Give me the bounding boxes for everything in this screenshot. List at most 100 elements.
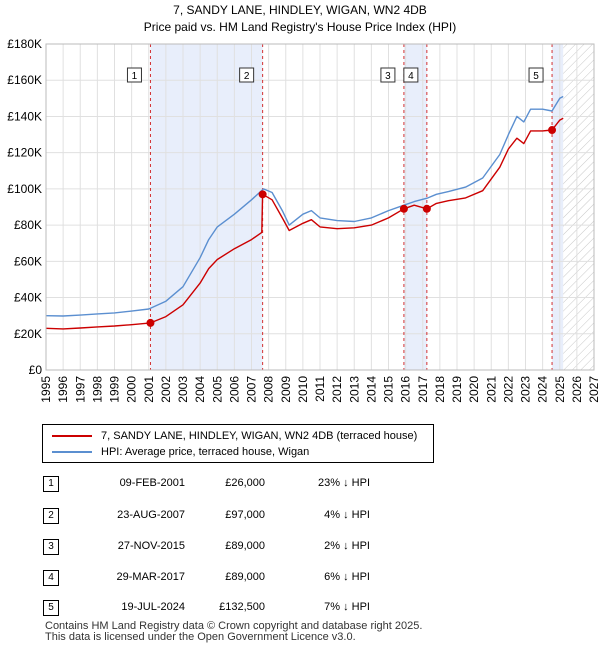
y-tick-label: £80K	[14, 218, 42, 232]
sale-label-box	[126, 67, 142, 83]
chart-title: 7, SANDY LANE, HINDLEY, WIGAN, WN2 4DB	[173, 3, 427, 17]
x-tick-label: 2011	[313, 376, 327, 402]
x-tick-label: 2015	[382, 376, 396, 403]
x-tick-label: 2012	[330, 376, 344, 403]
sale-price: £132,500	[219, 601, 265, 613]
series-line	[45, 95, 564, 317]
x-tick-label: 1998	[90, 376, 104, 403]
y-tick-label: £140K	[7, 109, 42, 123]
sale-period-shade	[150, 44, 263, 370]
sale-label-number: 5	[533, 71, 539, 82]
sale-date: 29-MAR-2017	[116, 571, 185, 583]
sale-number: 3	[43, 539, 59, 555]
sale-row: 4 29-MAR-2017 £89,000 6% ↓ HPI	[0, 569, 600, 589]
sale-hpi-diff: 2% ↓ HPI	[324, 540, 370, 552]
sale-row: 5 19-JUL-2024 £132,500 7% ↓ HPI	[0, 599, 600, 619]
x-tick-label: 2019	[450, 376, 464, 403]
sale-number: 1	[43, 476, 59, 492]
sale-number: 2	[43, 508, 59, 524]
y-tick-label: £100K	[7, 182, 42, 196]
sale-price: £26,000	[225, 477, 265, 489]
x-tick-label: 2014	[364, 376, 378, 403]
x-tick-label: 2000	[125, 376, 139, 403]
sale-label-number: 3	[385, 71, 391, 82]
sale-price: £97,000	[225, 509, 265, 521]
sale-label-number: 1	[132, 71, 138, 82]
sale-label-box	[403, 67, 419, 83]
y-tick-label: £0	[29, 363, 43, 377]
x-tick-label: 2022	[501, 376, 515, 403]
sale-label-number: 2	[244, 71, 250, 82]
sale-price: £89,000	[225, 540, 265, 552]
y-tick-label: £120K	[7, 146, 42, 160]
x-tick-label: 2021	[484, 376, 498, 403]
footer: Contains HM Land Registry data © Crown c…	[45, 621, 422, 643]
sale-hpi-diff: 6% ↓ HPI	[324, 571, 370, 583]
sale-point	[422, 204, 431, 213]
sale-point	[548, 126, 557, 135]
y-tick-label: £60K	[14, 254, 42, 268]
sale-point	[146, 318, 155, 327]
x-tick-label: 2003	[176, 376, 190, 403]
x-tick-label: 2017	[416, 376, 430, 403]
sale-label-number: 4	[408, 71, 414, 82]
x-tick-label: 2008	[262, 376, 276, 403]
x-tick-label: 2018	[433, 376, 447, 403]
sale-row: 2 23-AUG-2007 £97,000 4% ↓ HPI	[0, 507, 600, 527]
x-tick-label: 1997	[73, 376, 87, 403]
sale-hpi-diff: 4% ↓ HPI	[324, 509, 370, 521]
y-tick-label: £180K	[7, 37, 42, 51]
legend-label-hpi: HPI: Average price, terraced house, Wiga…	[101, 446, 310, 458]
sale-price: £89,000	[225, 571, 265, 583]
sale-number: 4	[43, 570, 59, 586]
x-tick-label: 1999	[108, 376, 122, 403]
sale-period-shade	[403, 44, 427, 370]
x-tick-label: 2020	[467, 376, 481, 403]
x-tick-label: 2024	[536, 376, 550, 403]
y-tick-label: £160K	[7, 73, 42, 87]
x-tick-label: 1996	[56, 376, 70, 403]
x-tick-label: 2025	[553, 376, 567, 403]
x-tick-label: 1995	[39, 376, 53, 403]
x-tick-label: 2009	[279, 376, 293, 403]
sale-row: 1 09-FEB-2001 £26,000 23% ↓ HPI	[0, 475, 600, 495]
sale-number: 5	[43, 600, 59, 616]
sale-label-box	[528, 67, 544, 83]
legend: 7, SANDY LANE, HINDLEY, WIGAN, WN2 4DB (…	[42, 424, 434, 463]
footer-copyright: Contains HM Land Registry data © Crown c…	[45, 620, 423, 632]
chart-subtitle: Price paid vs. HM Land Registry's House …	[144, 20, 456, 34]
sale-row: 3 27-NOV-2015 £89,000 2% ↓ HPI	[0, 538, 600, 558]
legend-item-property: 7, SANDY LANE, HINDLEY, WIGAN, WN2 4DB (…	[43, 428, 417, 444]
legend-swatch-red	[52, 435, 92, 437]
x-tick-label: 2010	[296, 376, 310, 403]
x-tick-label: 2005	[210, 376, 224, 403]
footer-licence: This data is licensed under the Open Gov…	[45, 631, 356, 643]
x-tick-label: 2013	[347, 376, 361, 403]
legend-item-hpi: HPI: Average price, terraced house, Wiga…	[43, 444, 309, 460]
sale-hpi-diff: 7% ↓ HPI	[324, 601, 370, 613]
x-tick-label: 2004	[193, 376, 207, 403]
series-line	[45, 117, 564, 330]
sale-date: 27-NOV-2015	[117, 540, 185, 552]
x-tick-label: 2016	[399, 376, 413, 403]
sale-hpi-diff: 23% ↓ HPI	[318, 477, 370, 489]
sale-date: 09-FEB-2001	[119, 477, 185, 489]
x-tick-label: 2001	[142, 376, 156, 403]
sale-point	[258, 190, 267, 199]
x-tick-label: 2007	[245, 376, 259, 403]
x-tick-label: 2006	[227, 376, 241, 403]
sale-period-shade	[552, 44, 564, 370]
sale-point	[399, 204, 408, 213]
sale-date: 23-AUG-2007	[117, 509, 185, 521]
plot-frame	[45, 43, 595, 371]
price-chart: 7, SANDY LANE, HINDLEY, WIGAN, WN2 4DB P…	[7, 3, 600, 403]
y-tick-label: £20K	[14, 327, 42, 341]
x-tick-label: 2026	[570, 376, 584, 403]
legend-label-property: 7, SANDY LANE, HINDLEY, WIGAN, WN2 4DB (…	[101, 430, 418, 442]
sale-date: 19-JUL-2024	[121, 601, 185, 613]
x-tick-label: 2023	[519, 376, 533, 403]
sale-label-box	[380, 67, 396, 83]
sale-label-box	[239, 67, 255, 83]
x-tick-label: 2002	[159, 376, 173, 403]
legend-swatch-blue	[52, 451, 92, 453]
